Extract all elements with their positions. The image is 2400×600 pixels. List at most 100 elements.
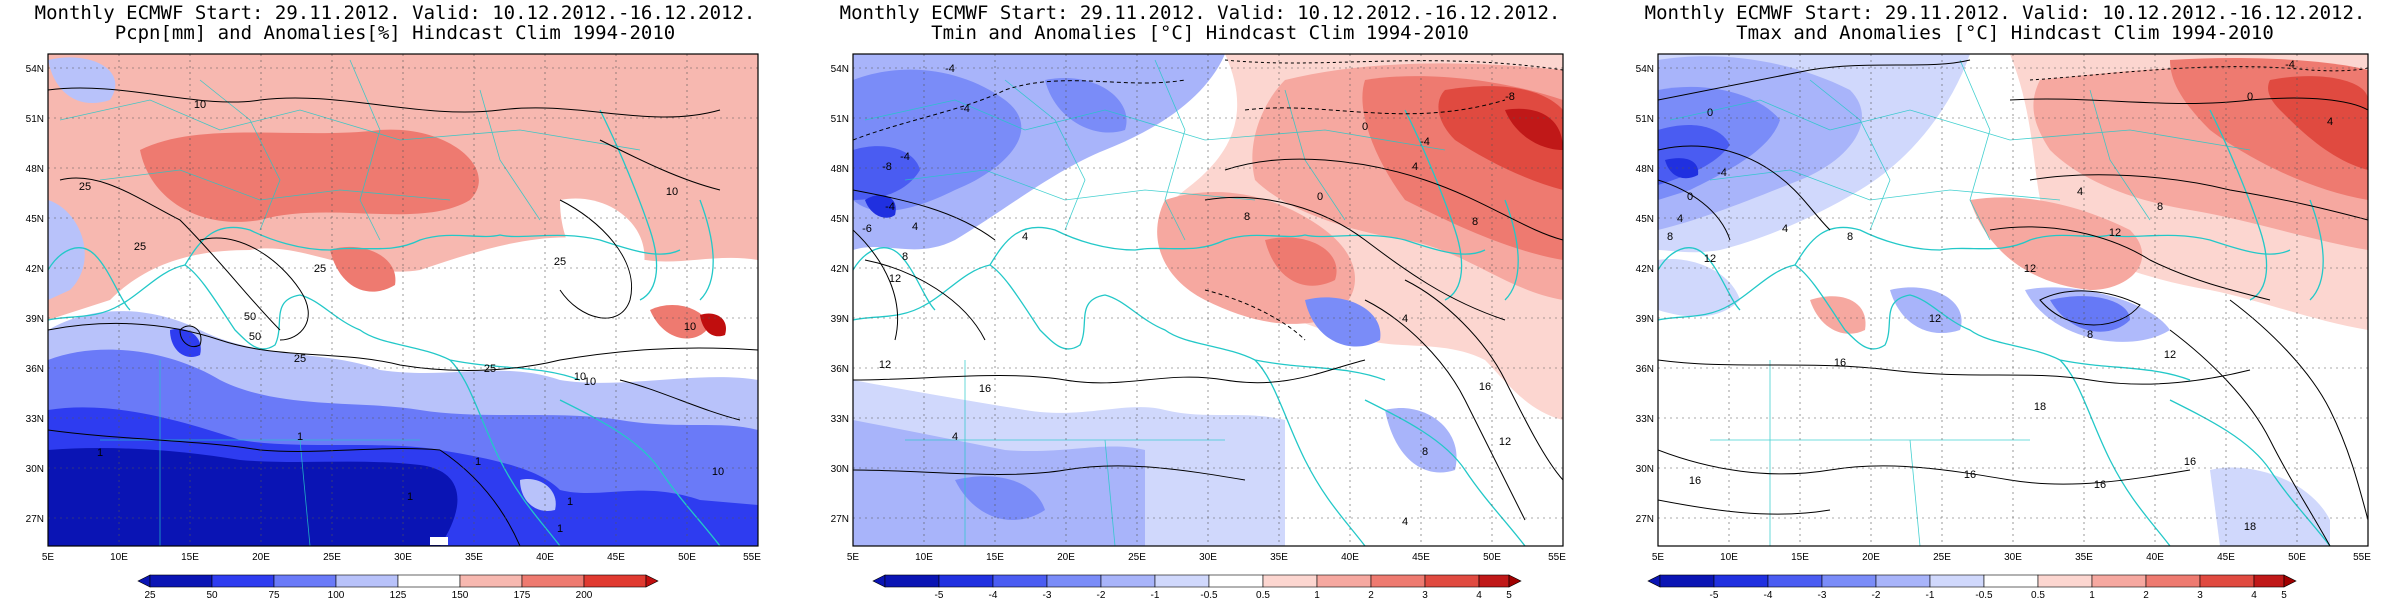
tmax-anomaly-region [1890,287,1962,334]
precip-anomaly-region [700,313,726,337]
colorbar-segment [335,574,399,588]
tmax-borders [1669,59,2251,546]
lon-label: 50E [678,552,696,563]
colorbar-label: -1 [1926,590,1935,600]
lat-label: 48N [831,164,849,175]
tmin-anomaly-region [955,476,1045,520]
colorbar-segment [521,574,585,588]
contour-label: 0 [1362,121,1368,133]
lat-label: 36N [1636,364,1654,375]
contour-label: -4 [1420,136,1430,148]
tmax-panel: Monthly ECMWF Start: 29.11.2012. Valid: … [1610,0,2400,600]
tmax-anomaly-region [2210,467,2330,546]
tmin-anomaly-region [1265,237,1337,286]
contour-label: 16 [1834,357,1846,369]
colorbar-label: 0.5 [2031,590,2045,600]
contour-label: 16 [2184,456,2196,468]
colorbar-segment [1208,574,1264,588]
colorbar-segment [1262,574,1318,588]
colorbar-segment [1316,574,1372,588]
lat-label: 45N [26,214,44,225]
colorbar-segment [583,574,647,588]
lon-label: 20E [252,552,270,563]
precip-contours [48,87,758,546]
colorbar-label: -5 [935,590,944,600]
lon-label: 35E [465,552,483,563]
lon-label: 5E [42,552,55,563]
lon-label: 20E [1057,552,1075,563]
contour-label: 10 [574,371,586,383]
lon-label: 55E [2353,552,2371,563]
contour-label: 8 [2087,329,2093,341]
lon-label: 30E [2004,552,2022,563]
contour-label: 10 [712,466,724,478]
tmin-anomaly-region [1045,78,1127,133]
precip-borders [59,59,641,546]
contour-label: 0 [1687,191,1693,203]
lat-label: 36N [26,364,44,375]
lat-label: 51N [1636,114,1654,125]
colorbar-segment [149,574,213,588]
colorbar-segment [397,574,461,588]
lat-label: 30N [26,464,44,475]
tmax-contours [1658,59,2368,546]
tmax-anomaly-region [2025,287,2170,342]
colorbar-arrow-right [2283,574,2297,588]
lon-label: 55E [743,552,761,563]
colorbar-label: 4 [1476,590,1482,600]
contour-label: 25 [314,263,326,275]
lon-label: 20E [1862,552,1880,563]
contour-label: 4 [1402,516,1408,528]
colorbar-segment [2199,574,2255,588]
lat-label: 48N [1636,164,1654,175]
contour-label: 12 [1704,253,1716,265]
contour-label: 12 [879,359,891,371]
lat-label: 51N [26,114,44,125]
contour-label: 16 [2094,479,2106,491]
tmax-title-line2: Tmax and Anomalies [°C] Hindcast Clim 19… [1736,22,2274,44]
lat-label: 33N [26,414,44,425]
contour-label: 12 [889,273,901,285]
contour-label: 4 [1402,313,1408,325]
lat-label: 48N [26,164,44,175]
contour-label: -4 [1717,167,1727,179]
colorbar-segment [2037,574,2093,588]
contour-label: 0 [1707,107,1713,119]
lat-label: 45N [831,214,849,225]
contour-label: 4 [1677,213,1683,225]
colorbar-segment [1713,574,1769,588]
tmax-gridlines [1658,54,2368,546]
lon-label: 10E [1720,552,1738,563]
contour-label: 25 [484,363,496,375]
colorbar-segment [1659,574,1715,588]
colorbar-segment [938,574,994,588]
colorbar-arrow-left [1647,574,1661,588]
precip-anomaly-region [650,305,710,339]
precip-map-frame [47,53,759,547]
colorbar-segment [1929,574,1985,588]
precip-map-mark [430,537,448,545]
precip-lon-labels: 5E 10E 15E 20E 25E 30E 35E 40E 45E 50E 5… [42,552,761,563]
colorbar-label: 3 [1422,590,1428,600]
lon-label: 15E [1791,552,1809,563]
contour-label: 18 [2034,401,2046,413]
colorbar-segment [1424,574,1480,588]
tmin-anomaly-region [1505,108,1563,150]
colorbar-label: 5 [2281,590,2287,600]
contour-label: 1 [475,456,481,468]
tmin-contours [853,59,1563,521]
precip-anomaly-region [48,57,116,104]
contour-label: 8 [1244,211,1250,223]
tmin-anomaly-region [865,195,896,218]
lon-label: 25E [323,552,341,563]
lon-label: 30E [1199,552,1217,563]
contour-label: 12 [1499,436,1511,448]
tmin-borders [864,59,1446,546]
colorbar-label: 200 [576,590,593,600]
tmin-gridlines [853,54,1563,546]
lon-label: 30E [394,552,412,563]
lat-label: 39N [26,314,44,325]
colorbar-segment [884,574,940,588]
contour-label: 10 [684,321,696,333]
lon-label: 15E [986,552,1004,563]
